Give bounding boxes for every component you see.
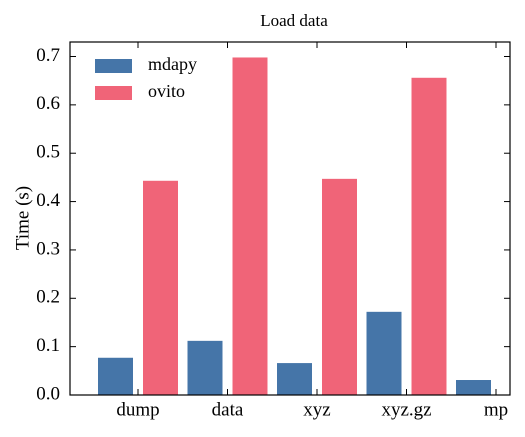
bar [232, 57, 268, 396]
plot-area: 0.0 0.1 0.2 0.3 0.4 0.5 0.6 0.7 dump data xyz xyz.g… [36, 42, 510, 420]
y-tick-label: 0.5 [36, 142, 60, 163]
x-tick-label: mp [484, 399, 508, 420]
y-tick-label: 0.7 [36, 45, 60, 66]
y-axis-label: Time (s) [12, 186, 33, 250]
bar [187, 340, 223, 395]
bar [143, 180, 178, 395]
y-tick-label: 0.3 [36, 238, 60, 259]
bar [277, 363, 312, 395]
y-tick-label: 0.1 [36, 335, 60, 356]
legend-label: ovito [148, 81, 185, 101]
y-tick-label: 0.4 [36, 190, 60, 211]
bar [411, 77, 447, 395]
legend-label: mdapy [148, 54, 197, 74]
x-tick-label: dump [116, 399, 159, 420]
y-tick-label: 0.2 [36, 287, 60, 308]
chart-title: Load data [260, 11, 328, 30]
y-tick-label: 0.0 [36, 383, 60, 404]
legend-swatch [95, 86, 132, 100]
x-tick-label: xyz [303, 399, 330, 420]
bar [98, 357, 133, 395]
axes-frame [69, 41, 511, 396]
x-tick-label: xyz.gz [381, 399, 431, 420]
bar [366, 311, 402, 395]
y-tick-label: 0.6 [36, 93, 60, 114]
bar [322, 178, 357, 395]
legend-swatch [95, 59, 132, 73]
x-tick-label: data [212, 399, 244, 420]
bar [456, 380, 491, 395]
